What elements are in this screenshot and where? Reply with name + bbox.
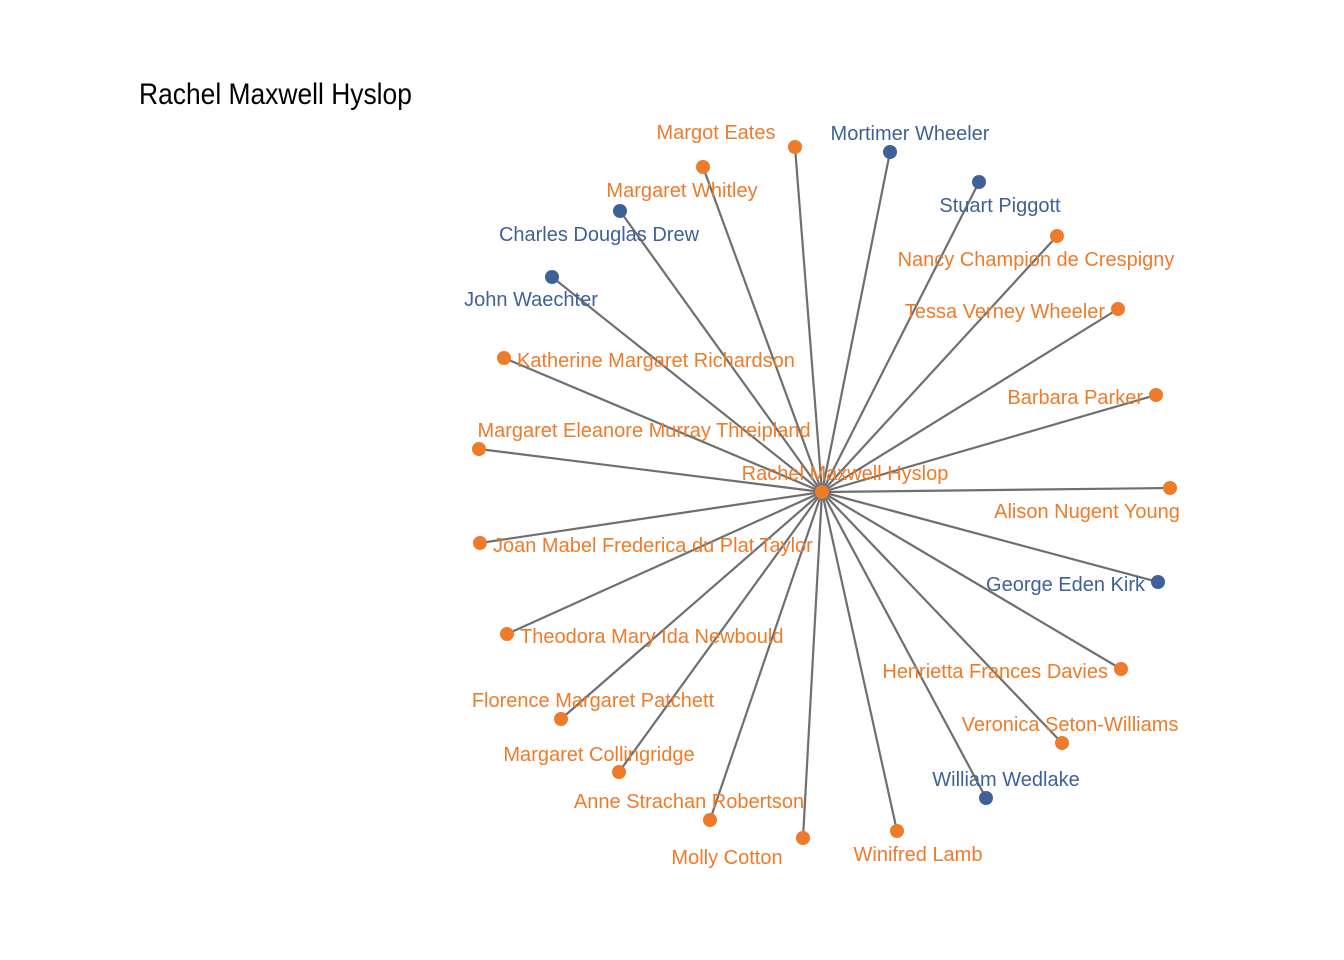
edge-stuart-piggott xyxy=(821,181,980,493)
edge-winifred-lamb xyxy=(820,491,899,832)
edge-henrietta-frances-davies xyxy=(821,491,1122,670)
nodes-layer xyxy=(472,140,1177,845)
node-label-mortimer-wheeler: Mortimer Wheeler xyxy=(831,123,990,145)
edge-alison-nugent-young xyxy=(821,486,1171,494)
node-mortimer-wheeler xyxy=(883,145,897,159)
node-label-tessa-verney-wheeler: Tessa Verney Wheeler xyxy=(905,301,1105,323)
node-label-center: Rachel Maxwell Hyslop xyxy=(742,463,949,485)
node-anne-strachan-robertson xyxy=(703,813,717,827)
edge-anne-strachan-robertson xyxy=(708,491,824,821)
edge-molly-cotton xyxy=(801,491,824,839)
node-label-winifred-lamb: Winifred Lamb xyxy=(854,844,983,866)
diagram-title: Rachel Maxwell Hyslop xyxy=(139,78,412,111)
edge-john-waechter xyxy=(551,276,823,493)
edge-margot-eates xyxy=(793,146,824,493)
node-theodora-mary-ida-newbould xyxy=(500,627,514,641)
edge-veronica-seton-williams xyxy=(821,491,1063,744)
node-label-katherine-margaret-richardson: Katherine Margaret Richardson xyxy=(517,350,795,372)
node-label-charles-douglas-drew: Charles Douglas Drew xyxy=(499,224,700,246)
edge-george-eden-kirk xyxy=(821,490,1159,584)
node-nancy-champion-de-crespigny xyxy=(1050,229,1064,243)
node-winifred-lamb xyxy=(890,824,904,838)
node-william-wedlake xyxy=(979,791,993,805)
node-barbara-parker xyxy=(1149,388,1163,402)
edge-barbara-parker xyxy=(821,393,1157,494)
node-label-margot-eates: Margot Eates xyxy=(657,122,776,144)
edge-margaret-eleanore-murray-threipland xyxy=(478,447,823,494)
node-veronica-seton-williams xyxy=(1055,736,1069,750)
node-center xyxy=(815,485,829,499)
edge-joan-mabel-frederica-du-plat-taylor xyxy=(479,490,823,545)
node-george-eden-kirk xyxy=(1151,575,1165,589)
node-margaret-eleanore-murray-threipland xyxy=(472,442,486,456)
node-alison-nugent-young xyxy=(1163,481,1177,495)
node-label-anne-strachan-robertson: Anne Strachan Robertson xyxy=(574,791,804,813)
node-margaret-whitley xyxy=(696,160,710,174)
node-label-barbara-parker: Barbara Parker xyxy=(1007,387,1143,409)
node-label-veronica-seton-williams: Veronica Seton-Williams xyxy=(962,714,1179,736)
edge-charles-douglas-drew xyxy=(619,210,823,493)
edge-tessa-verney-wheeler xyxy=(821,308,1119,493)
node-margaret-collingridge xyxy=(612,765,626,779)
node-henrietta-frances-davies xyxy=(1114,662,1128,676)
node-florence-margaret-patchett xyxy=(554,712,568,726)
edge-mortimer-wheeler xyxy=(820,151,892,493)
node-label-john-waechter: John Waechter xyxy=(464,289,598,311)
node-stuart-piggott xyxy=(972,175,986,189)
node-tessa-verney-wheeler xyxy=(1111,302,1125,316)
labels-layer: Margot Eates Mortimer Wheeler Margaret Whi… xyxy=(464,122,1180,869)
node-label-nancy-champion-de-crespigny: Nancy Champion de Crespigny xyxy=(898,249,1175,271)
node-label-florence-margaret-patchett: Florence Margaret Patchett xyxy=(472,690,715,712)
node-katherine-margaret-richardson xyxy=(497,351,511,365)
node-label-henrietta-frances-davies: Henrietta Frances Davies xyxy=(882,661,1108,683)
node-label-margaret-whitley: Margaret Whitley xyxy=(606,180,757,202)
node-label-joan-mabel-frederica-du-plat-taylor: Joan Mabel Frederica du Plat Taylor xyxy=(493,535,813,557)
edge-margaret-collingridge xyxy=(618,491,823,773)
edge-nancy-champion-de-crespigny xyxy=(821,235,1058,493)
edge-william-wedlake xyxy=(821,491,987,799)
node-john-waechter xyxy=(545,270,559,284)
node-label-margaret-collingridge: Margaret Collingridge xyxy=(503,744,694,766)
node-label-stuart-piggott: Stuart Piggott xyxy=(939,195,1061,217)
edges-layer xyxy=(478,146,1171,839)
edge-katherine-margaret-richardson xyxy=(503,356,823,494)
node-label-william-wedlake: William Wedlake xyxy=(932,769,1079,791)
node-label-margaret-eleanore-murray-threipland: Margaret Eleanore Murray Threipland xyxy=(477,420,810,442)
node-label-molly-cotton: Molly Cotton xyxy=(671,847,782,869)
node-molly-cotton xyxy=(796,831,810,845)
node-label-george-eden-kirk: George Eden Kirk xyxy=(986,574,1146,596)
node-margot-eates xyxy=(788,140,802,154)
node-label-theodora-mary-ida-newbould: Theodora Mary Ida Newbould xyxy=(520,626,783,648)
node-label-alison-nugent-young: Alison Nugent Young xyxy=(994,501,1180,523)
edge-florence-margaret-patchett xyxy=(560,491,823,720)
edge-margaret-whitley xyxy=(701,166,824,493)
node-joan-mabel-frederica-du-plat-taylor xyxy=(473,536,487,550)
node-charles-douglas-drew xyxy=(613,204,627,218)
edge-theodora-mary-ida-newbould xyxy=(506,490,823,636)
